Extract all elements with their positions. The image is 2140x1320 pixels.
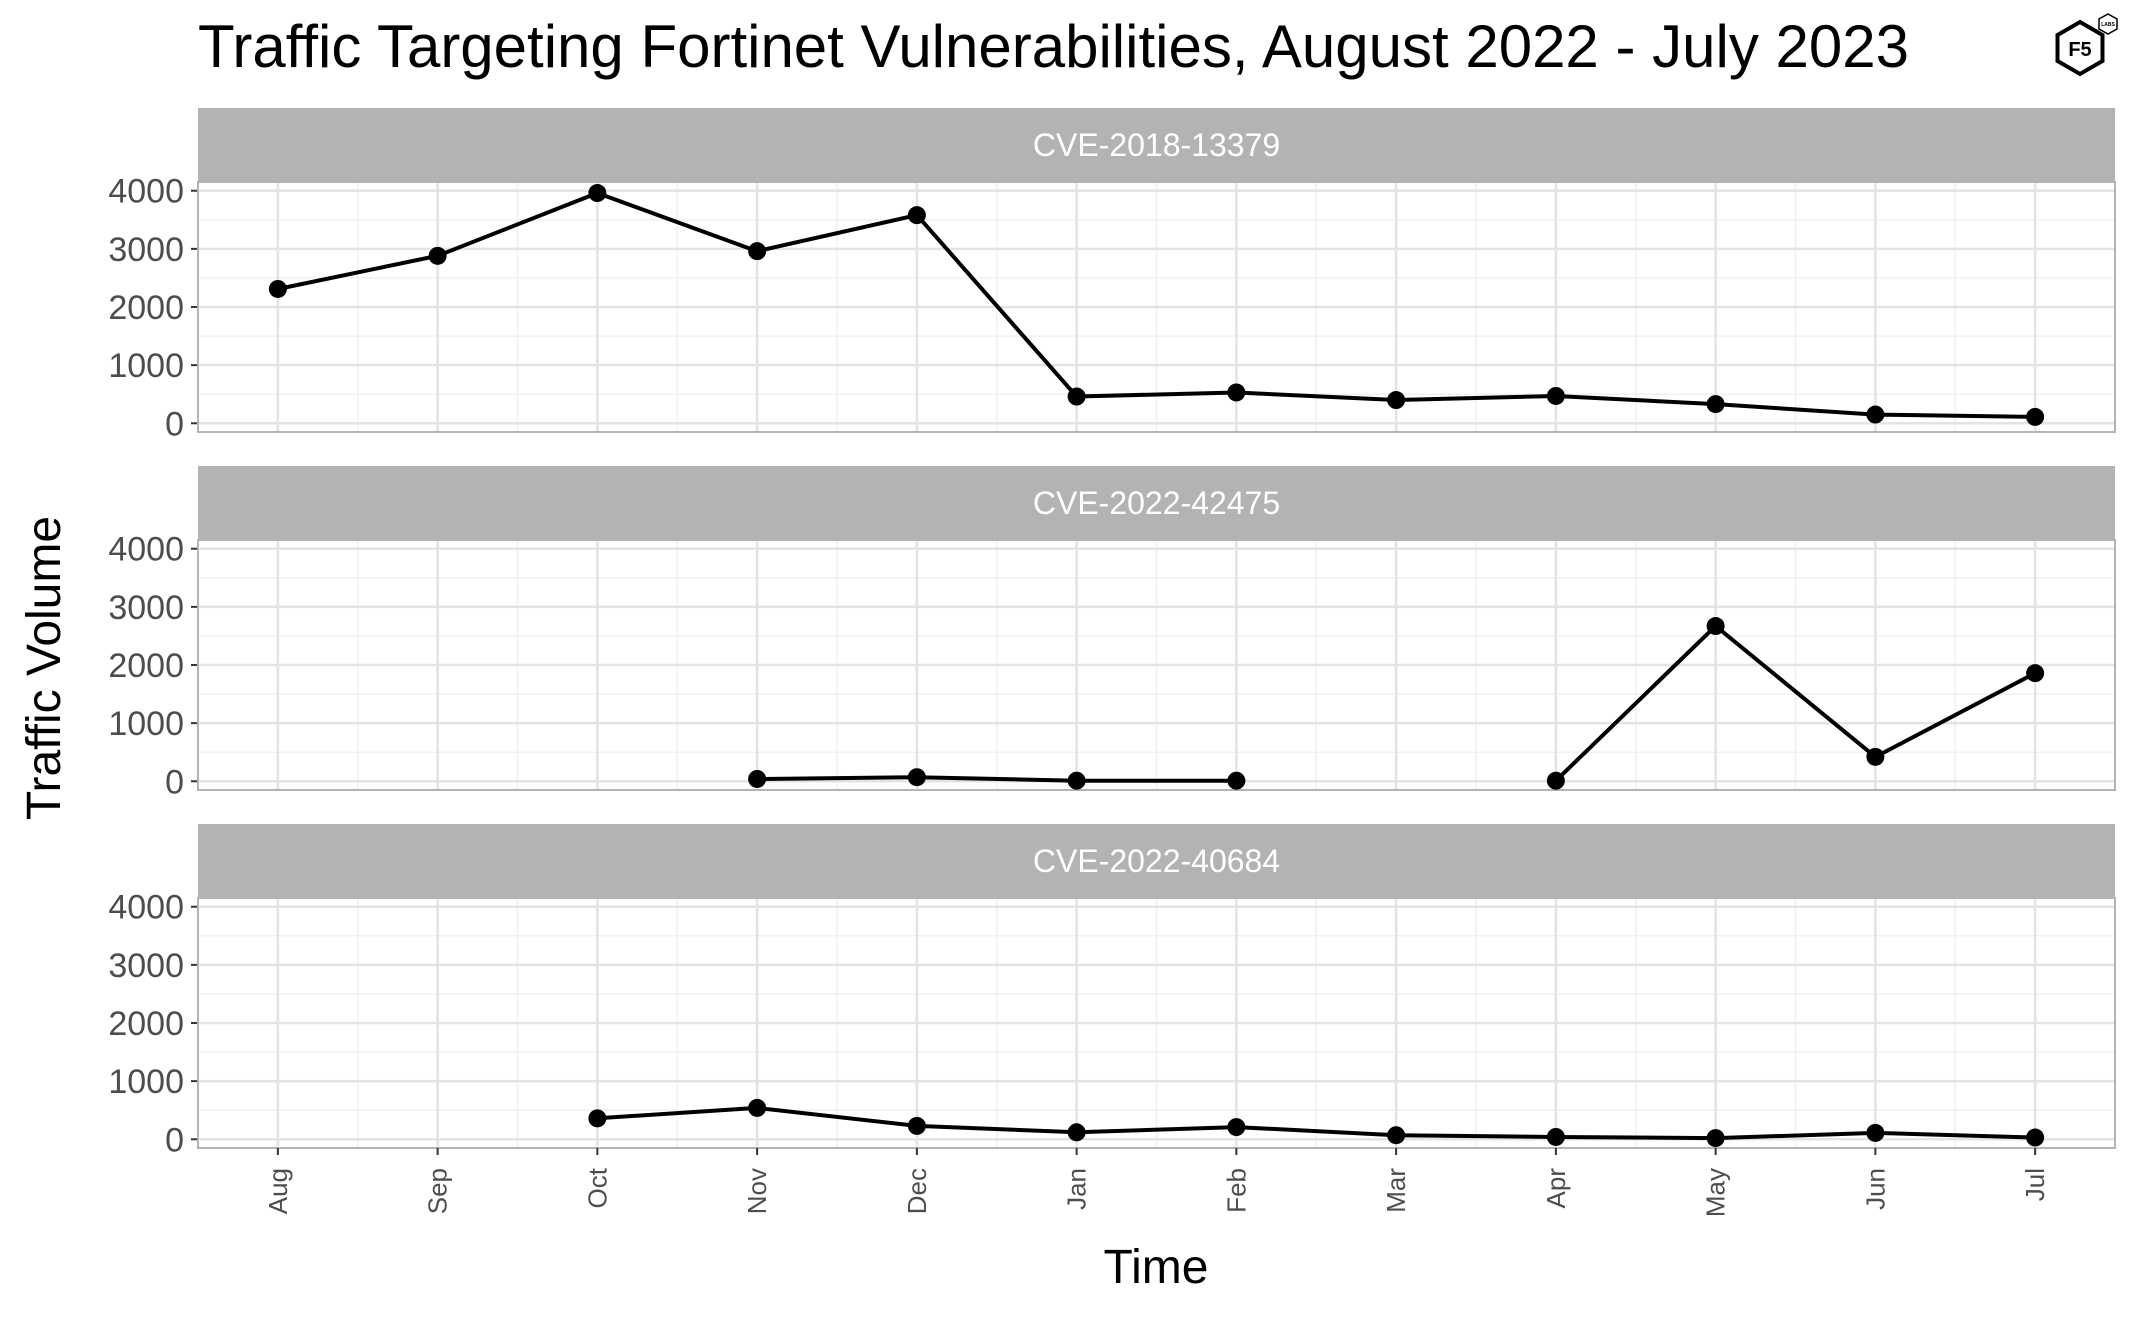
x-tick-label: May: [1701, 1168, 1731, 1217]
data-point: [1227, 771, 1246, 790]
x-tick-label: Jul: [2020, 1168, 2050, 1201]
x-tick-label: Nov: [742, 1168, 772, 1214]
data-point: [907, 206, 926, 225]
data-point: [1067, 771, 1086, 790]
x-tick-label: Apr: [1541, 1168, 1571, 1209]
data-point: [1067, 1123, 1086, 1142]
data-point: [748, 1098, 767, 1117]
logo-text: F5: [2068, 39, 2091, 61]
y-tick-label: 1000: [108, 705, 184, 743]
chart-title: Traffic Targeting Fortinet Vulnerabiliti…: [198, 13, 1909, 80]
data-point: [1227, 383, 1246, 402]
data-point: [428, 246, 447, 265]
data-point: [748, 242, 767, 261]
data-point: [1387, 1126, 1406, 1145]
y-tick-label: 2000: [108, 647, 184, 685]
y-tick-label: 2000: [108, 1005, 184, 1043]
data-point: [1227, 1118, 1246, 1137]
y-tick-label: 4000: [108, 173, 184, 211]
data-point: [588, 1109, 607, 1128]
series-line: [757, 624, 2037, 783]
panel: CVE-2022-42475 0 1000 2000 3000 4000: [108, 466, 2116, 801]
x-tick-label: Feb: [1221, 1168, 1251, 1213]
logo-small-hexagon-icon: [2098, 13, 2118, 35]
data-point: [907, 1116, 926, 1135]
x-axis-ticks: Aug Sep Oct Nov Dec Jan Feb Mar Apr May Jun Jul: [263, 1148, 2050, 1217]
x-tick-label: Oct: [582, 1167, 612, 1208]
panel-border: [197, 181, 2116, 433]
y-tick-label: 0: [165, 405, 184, 443]
panels: CVE-2018-1337901000200030004000CVE-2022-…: [108, 108, 2116, 1159]
data-point: [748, 769, 767, 788]
y-tick-label: 1000: [108, 347, 184, 385]
y-tick-label: 4000: [108, 531, 184, 569]
data-point: [2026, 1128, 2045, 1147]
y-tick-label: 3000: [108, 947, 184, 985]
data-point: [1546, 386, 1565, 405]
x-tick-label: Jan: [1062, 1168, 1092, 1210]
data-point: [1706, 395, 1725, 414]
x-tick-label: Dec: [902, 1168, 932, 1214]
facet-strip: [198, 108, 2115, 182]
series-line: [277, 191, 2036, 419]
facet-strip: [198, 824, 2115, 898]
panel: CVE-2022-40684 0 1000 2000 3000 4000: [108, 824, 2116, 1159]
data-point: [1546, 1127, 1565, 1146]
y-axis-title: Traffic Volume: [18, 516, 71, 820]
x-tick-label: Jun: [1860, 1168, 1890, 1210]
data-point: [1387, 391, 1406, 410]
x-tick-label: Sep: [423, 1168, 453, 1214]
data-point: [1546, 771, 1565, 790]
data-point: [1706, 1129, 1725, 1148]
x-tick-label: Mar: [1381, 1168, 1411, 1213]
y-tick-label: 0: [165, 1121, 184, 1159]
panel-border: [197, 897, 2116, 1149]
f5-labs-logo: F5 LABS: [2055, 13, 2118, 77]
panel-border: [197, 539, 2116, 791]
facet-strip-label: CVE-2022-40684: [1033, 843, 1280, 879]
y-tick-label: 3000: [108, 589, 184, 627]
data-point: [1067, 387, 1086, 406]
data-point: [588, 184, 607, 203]
x-axis-title: Time: [1104, 1241, 1209, 1294]
logo-hexagon-icon: [2055, 19, 2105, 77]
data-point: [2026, 664, 2045, 683]
facet-strip: [198, 466, 2115, 540]
data-point: [1866, 747, 1885, 766]
data-point: [1866, 405, 1885, 424]
logo-subtext: LABS: [2101, 22, 2115, 28]
x-tick-label: Aug: [263, 1168, 293, 1214]
data-point: [1706, 617, 1725, 636]
series-line: [597, 1105, 2036, 1141]
y-tick-label: 3000: [108, 231, 184, 269]
data-point: [907, 768, 926, 787]
y-tick-label: 4000: [108, 889, 184, 927]
data-point: [268, 279, 287, 298]
y-tick-label: 0: [165, 763, 184, 801]
y-tick-label: 2000: [108, 289, 184, 327]
facet-strip-label: CVE-2018-13379: [1033, 127, 1280, 163]
facet-strip-label: CVE-2022-42475: [1033, 485, 1280, 521]
y-tick-label: 1000: [108, 1063, 184, 1101]
panel: CVE-2018-13379 0 1000 2000 3000 4000: [108, 108, 2116, 443]
data-point: [2026, 407, 2045, 426]
data-point: [1866, 1123, 1885, 1142]
